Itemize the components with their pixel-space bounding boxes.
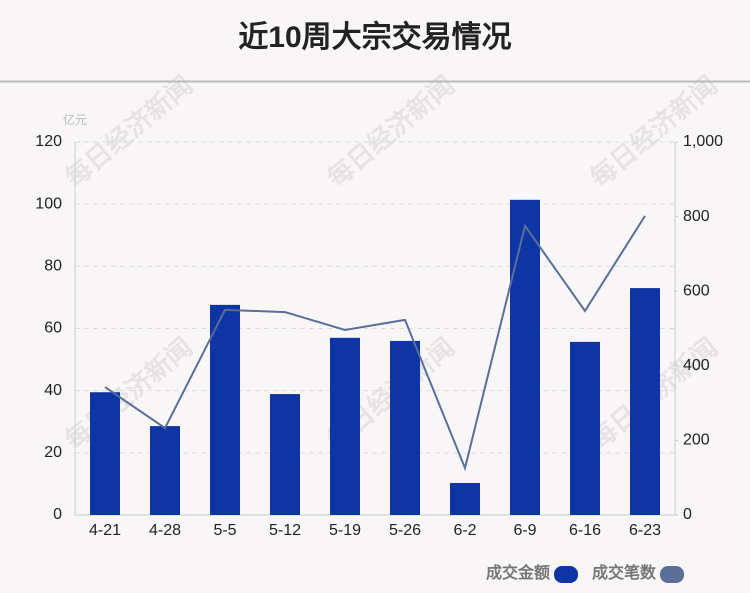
watermark: 每日经济新闻 [584, 70, 723, 193]
bar [450, 482, 480, 515]
bar [270, 394, 300, 515]
y-tick-label: 120 [35, 133, 62, 150]
bar [510, 199, 540, 515]
bar [150, 426, 180, 515]
bar [570, 341, 600, 515]
legend-swatch [660, 566, 685, 583]
y-tick-label: 100 [35, 195, 62, 212]
y2-tick-label: 200 [683, 432, 710, 449]
y2-tick-label: 600 [683, 282, 710, 299]
bar [390, 340, 420, 515]
y-tick-label: 80 [44, 258, 62, 275]
y2-tick-label: 1,000 [683, 133, 723, 150]
x-tick-label: 6-9 [513, 522, 536, 539]
legend-swatch [554, 566, 579, 583]
x-tick-label: 6-2 [453, 522, 476, 539]
y-tick-label: 60 [44, 320, 62, 337]
watermark: 每日经济新闻 [321, 70, 460, 193]
y-tick-label: 20 [44, 444, 62, 461]
x-tick-label: 5-26 [389, 522, 421, 539]
x-tick-label: 5-5 [213, 522, 236, 539]
chart-title: 近10周大宗交易情况 [238, 20, 511, 54]
y2-tick-label: 0 [683, 506, 692, 523]
x-tick-label: 6-23 [629, 522, 661, 539]
y-tick-label: 40 [44, 382, 62, 399]
watermark: 每日经济新闻 [59, 70, 198, 193]
x-tick-label: 4-28 [149, 522, 181, 539]
bar [90, 392, 120, 515]
legend-label: 成交金额 [486, 563, 550, 582]
legend-label: 成交笔数 [592, 563, 657, 582]
bar [330, 337, 360, 515]
y2-tick-label: 400 [683, 357, 710, 374]
x-tick-label: 5-19 [329, 522, 361, 539]
y2-tick-label: 800 [683, 208, 710, 225]
bar [210, 304, 240, 515]
line [104, 215, 646, 472]
y-unit: 亿元 [63, 112, 87, 127]
x-tick-label: 4-21 [89, 522, 121, 539]
x-tick-label: 6-16 [569, 522, 601, 539]
bar [630, 288, 660, 515]
y-tick-label: 0 [53, 506, 62, 523]
x-tick-label: 5-12 [269, 522, 301, 539]
